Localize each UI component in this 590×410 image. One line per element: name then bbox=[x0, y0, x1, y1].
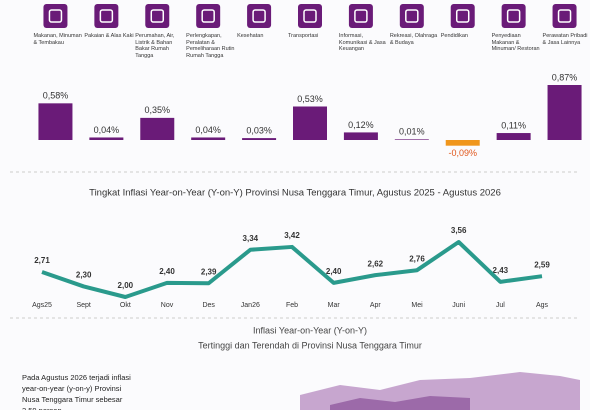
value-label: 0,04% bbox=[195, 125, 221, 135]
line bbox=[41, 240, 543, 299]
bar bbox=[496, 133, 531, 140]
map bbox=[330, 396, 470, 410]
x-label: Mei bbox=[411, 302, 423, 309]
bar bbox=[242, 138, 277, 140]
bar bbox=[140, 117, 175, 140]
x-label: Juni bbox=[452, 302, 465, 309]
x-label: Feb bbox=[286, 302, 298, 309]
x-label: Ags bbox=[536, 302, 549, 309]
x-label: Jul bbox=[496, 302, 505, 309]
category-label: Perumahan, Air, Listrik & Bahan Bakar Ru… bbox=[135, 33, 175, 59]
value-label: 2,76 bbox=[409, 254, 425, 263]
icon bbox=[196, 4, 221, 28]
bar bbox=[343, 132, 378, 140]
icon bbox=[298, 4, 322, 28]
icon bbox=[399, 4, 424, 28]
value-label: 0,87% bbox=[552, 72, 578, 82]
category-label: Informasi, Komunikasi & Jasa Keuangan bbox=[338, 33, 386, 52]
category-label: Kesehatan bbox=[237, 33, 264, 39]
icon-glyph bbox=[48, 9, 63, 23]
category-label: Makanan, Minuman & Tembakau bbox=[33, 33, 82, 46]
bar bbox=[547, 85, 582, 140]
category-label: Pendidikan bbox=[440, 33, 468, 39]
value-label: 2,71 bbox=[34, 256, 50, 265]
value-label: 0,12% bbox=[348, 120, 374, 130]
x-label: Mar bbox=[328, 302, 341, 309]
bar bbox=[89, 137, 124, 140]
category-label: Rekreasi, Olahraga & Budaya bbox=[389, 33, 438, 46]
x-label: Apr bbox=[370, 302, 382, 309]
value-label: 3,56 bbox=[451, 226, 467, 235]
icon bbox=[450, 4, 475, 28]
value-label: 0,53% bbox=[297, 94, 323, 104]
value-label: -0,09% bbox=[448, 148, 477, 158]
icon bbox=[43, 4, 68, 28]
value-label: 3,34 bbox=[243, 234, 259, 243]
value-label: 2,30 bbox=[76, 271, 92, 280]
x-label: Okt bbox=[120, 302, 131, 309]
icon-glyph bbox=[150, 9, 165, 23]
icon bbox=[145, 4, 170, 28]
section-subtitle: Tertinggi dan Terendah di Provinsi Nusa … bbox=[198, 340, 422, 350]
value-label: 3,42 bbox=[284, 231, 300, 240]
value-label: 0,35% bbox=[145, 105, 171, 115]
value-label: 0,11% bbox=[501, 120, 526, 130]
category-label: Penyediaan Makanan & Minuman/ Restoran bbox=[491, 33, 540, 52]
icon bbox=[552, 4, 577, 28]
icon bbox=[501, 4, 526, 28]
value-label: 2,00 bbox=[118, 281, 134, 290]
icon-glyph bbox=[405, 9, 419, 23]
bar bbox=[293, 106, 327, 140]
note: Pada Agustus 2026 terjadi inflasi year-o… bbox=[22, 373, 131, 410]
x-label: Nov bbox=[161, 302, 174, 309]
bar bbox=[445, 140, 480, 146]
category-label: Transportasi bbox=[288, 33, 319, 39]
icon-glyph bbox=[201, 9, 215, 23]
value-label: 2,43 bbox=[493, 266, 509, 275]
section-title: Inflasi Year-on-Year (Y-on-Y) bbox=[253, 325, 367, 335]
icon bbox=[247, 4, 272, 28]
icon-glyph bbox=[303, 9, 317, 23]
x-label: Jan26 bbox=[241, 302, 260, 309]
x-label: Ags25 bbox=[32, 302, 52, 309]
value-label: 2,59 bbox=[534, 260, 550, 269]
icon-glyph bbox=[557, 9, 572, 23]
bar bbox=[191, 137, 226, 140]
icon-glyph bbox=[252, 9, 266, 23]
icon-glyph bbox=[354, 9, 368, 23]
line-title: Tingkat Inflasi Year-on-Year (Y-on-Y) Pr… bbox=[89, 188, 501, 199]
value-label: 0,03% bbox=[246, 125, 272, 135]
icon-glyph bbox=[506, 9, 521, 23]
x-label: Sept bbox=[76, 302, 90, 309]
icon bbox=[94, 4, 119, 28]
x-label: Des bbox=[202, 302, 215, 309]
category-label: Pakaian & Alas Kaki bbox=[84, 33, 134, 39]
category-label: Perawatan Pribadi & Jasa Lainnya bbox=[542, 33, 588, 46]
value-label: 0,58% bbox=[43, 91, 69, 101]
value-label: 2,39 bbox=[201, 267, 217, 276]
bar bbox=[394, 139, 429, 140]
icon-glyph bbox=[99, 9, 114, 23]
icon-glyph bbox=[455, 9, 470, 23]
bar bbox=[38, 103, 73, 140]
value-label: 2,40 bbox=[159, 267, 175, 276]
value-label: 0,01% bbox=[399, 127, 425, 137]
value-label: 2,40 bbox=[326, 267, 342, 276]
value-label: 2,62 bbox=[368, 259, 384, 268]
value-label: 0,04% bbox=[94, 125, 120, 135]
icon bbox=[348, 4, 373, 28]
category-label: Perlengkapan, Peralatan & Pemeliharaan R… bbox=[186, 33, 235, 59]
